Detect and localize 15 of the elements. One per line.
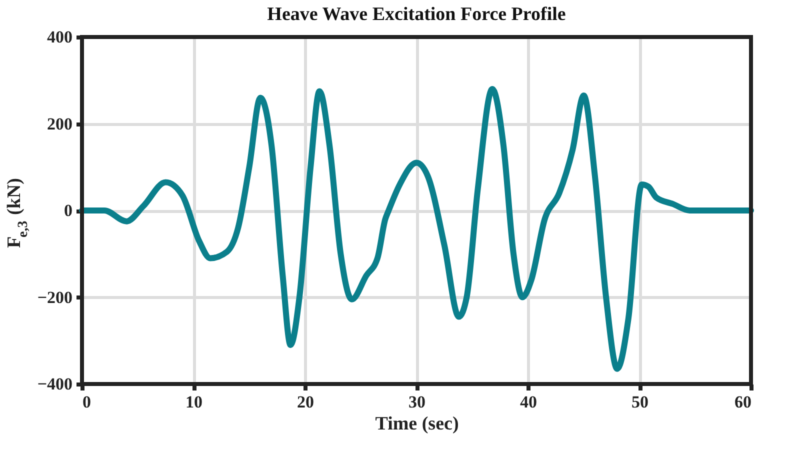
y-axis-title: Fe,3(kN) [4,178,31,248]
chart-title: Heave Wave Excitation Force Profile [267,4,566,25]
x-tick-label: 40 [520,392,537,412]
y-tick-label: −200 [37,288,72,307]
x-tick-label: 0 [82,392,91,412]
y-tick-label: 400 [47,28,72,46]
x-tick-label: 20 [297,392,314,412]
x-tick-label: 50 [632,392,648,412]
x-tick-label: 30 [408,392,426,412]
y-tick-label: 0 [64,201,72,220]
y-tick-label: −400 [37,374,72,394]
x-axis-title: Time (sec) [375,414,459,434]
y-tick-label: 200 [47,114,72,134]
x-tick-label: 10 [186,392,202,412]
x-tick-label: 60 [734,392,752,412]
